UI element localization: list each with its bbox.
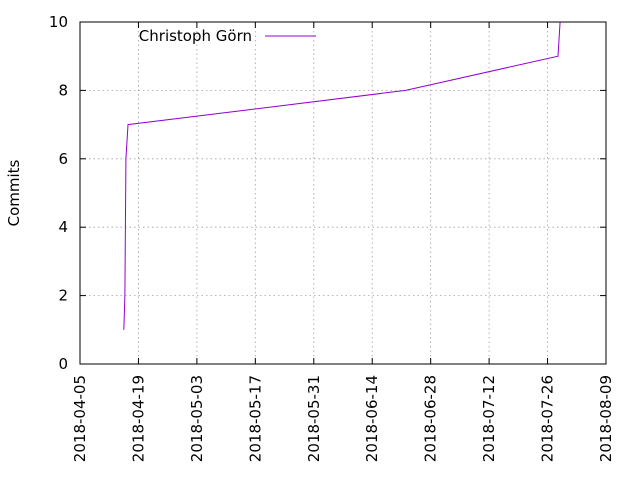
x-tick-label: 2018-07-26 bbox=[539, 375, 557, 462]
x-tick-label: 2018-05-03 bbox=[188, 375, 206, 462]
grid-lines bbox=[80, 22, 606, 364]
legend-label: Christoph Görn bbox=[139, 27, 252, 45]
x-tick-label: 2018-06-28 bbox=[422, 375, 440, 462]
x-tick-label: 2018-05-17 bbox=[246, 375, 264, 462]
x-tick-label: 2018-04-19 bbox=[129, 375, 147, 462]
y-tick-label: 6 bbox=[58, 150, 68, 168]
series-layer bbox=[123, 22, 561, 330]
y-tick-label: 0 bbox=[58, 355, 68, 373]
series-line bbox=[123, 22, 561, 330]
y-tick-label: 4 bbox=[58, 218, 68, 236]
y-tick-label: 8 bbox=[58, 81, 68, 99]
legend: Christoph Görn bbox=[139, 27, 316, 45]
y-axis-title: Commits bbox=[5, 159, 23, 226]
y-tick-label: 2 bbox=[58, 287, 68, 305]
x-tick-label: 2018-04-05 bbox=[71, 375, 89, 462]
y-tick-label: 10 bbox=[49, 13, 68, 31]
x-tick-label: 2018-06-14 bbox=[363, 375, 381, 462]
plot-frame bbox=[79, 21, 607, 365]
x-tick-label: 2018-07-12 bbox=[480, 375, 498, 462]
x-tick-label: 2018-05-31 bbox=[305, 375, 323, 462]
axes: 0 2 4 6 8 10 2018-04-05 2018-04-19 2018-05-03 201… bbox=[49, 13, 615, 462]
x-tick-label: 2018-08-09 bbox=[597, 375, 615, 462]
